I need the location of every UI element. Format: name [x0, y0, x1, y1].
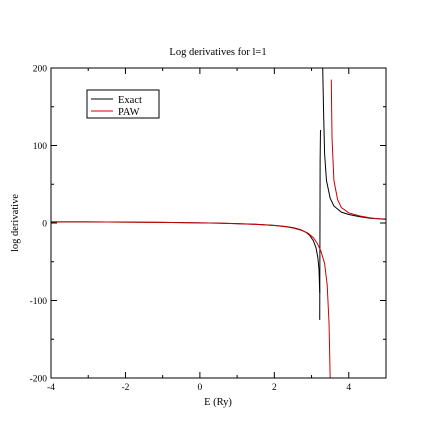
y-tick-label: 200: [33, 65, 48, 75]
x-tick-label: 0: [198, 383, 203, 393]
y-axis-label: log derivative: [10, 194, 21, 252]
legend: Exact PAW: [86, 89, 160, 119]
x-tick-label: 2: [272, 383, 277, 393]
y-tick-label: -200: [30, 375, 48, 385]
series-line-exact-1: [319, 129, 321, 320]
y-tick-label: 100: [33, 142, 48, 152]
series-line-paw-1: [330, 79, 386, 221]
legend-label-exact: Exact: [118, 95, 142, 106]
x-axis-label: E (Ry): [204, 397, 232, 408]
x-tick-label: -4: [47, 383, 55, 393]
y-tick-label: 0: [42, 220, 47, 230]
y-tick-label: -100: [30, 297, 48, 307]
legend-box: [86, 89, 160, 119]
series-line-exact-2: [322, 68, 386, 220]
plot-series: [51, 68, 386, 378]
chart-title: Log derivatives for l=1: [169, 47, 266, 58]
series-line-paw-0: [51, 221, 331, 378]
x-tick-label: 4: [346, 383, 351, 393]
x-tick-label: -2: [121, 383, 129, 393]
series-line-exact-0: [51, 221, 321, 293]
legend-label-paw: PAW: [118, 107, 140, 118]
